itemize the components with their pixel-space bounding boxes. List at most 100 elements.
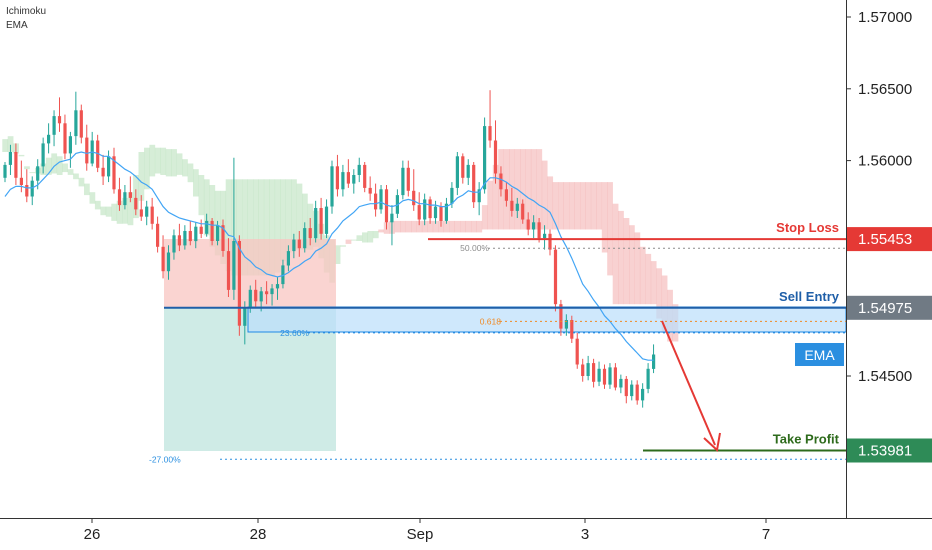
candle-body: [161, 246, 165, 272]
candle-body: [41, 143, 45, 167]
candle-body: [641, 388, 645, 401]
level-lines: Stop Loss Sell Entry Take Profit: [164, 220, 846, 452]
candle-body: [275, 284, 280, 289]
cloud-segment: [574, 182, 581, 230]
cloud-segment: [639, 246, 646, 305]
candles: [3, 90, 656, 408]
candle-body: [477, 189, 481, 203]
candle-body: [499, 173, 503, 190]
candle: [379, 185, 383, 214]
fib-label: 23.60%: [280, 328, 309, 338]
cloud-segment: [122, 197, 128, 224]
price-tag-bg: [847, 295, 932, 320]
candle: [412, 169, 416, 211]
candle: [281, 259, 285, 289]
cloud-segment: [476, 220, 483, 233]
candle: [221, 219, 225, 257]
candle: [8, 144, 12, 175]
candle-body: [8, 152, 12, 165]
cloud-segment: [269, 179, 276, 276]
candle: [488, 90, 492, 148]
candle-body: [85, 137, 89, 164]
candle: [652, 344, 656, 374]
candle: [641, 383, 645, 408]
cloud-segment: [547, 176, 554, 230]
take-profit-label: Take Profit: [773, 432, 840, 447]
cloud-segment: [193, 169, 199, 197]
candle: [499, 166, 503, 197]
candle: [41, 137, 45, 174]
candle-body: [433, 206, 438, 219]
candle-body: [352, 175, 356, 184]
candle: [417, 192, 421, 226]
candle-body: [205, 220, 209, 234]
candle-body: [286, 251, 290, 266]
time-tick-label: 26: [84, 526, 101, 543]
candle: [592, 358, 596, 388]
entry-zone: [247, 306, 847, 333]
candle: [455, 152, 459, 196]
candle-body: [292, 239, 296, 252]
candle-body: [19, 177, 23, 185]
candle: [532, 215, 536, 239]
candle: [232, 157, 236, 300]
cloud-segment: [280, 179, 286, 262]
take-profit-price-tag: 1.53981: [847, 438, 932, 463]
price-tags: 1.55453 1.54975 1.53981 EMA: [795, 227, 932, 463]
candle-body: [221, 225, 225, 251]
indicator-ema-title: EMA: [6, 20, 28, 31]
candle-body: [592, 363, 596, 382]
cloud-segment: [236, 179, 243, 276]
cloud-segment: [634, 232, 641, 305]
candle-body: [199, 226, 203, 234]
candle-body: [194, 226, 198, 242]
candle: [270, 284, 274, 306]
cloud-segment: [460, 220, 466, 233]
cloud-segment: [62, 163, 68, 173]
candle: [199, 219, 203, 239]
candle-body: [417, 205, 421, 220]
candle-body: [259, 291, 263, 302]
indicator-ichimoku-title: Ichimoku: [6, 6, 47, 17]
cloud-segment: [372, 231, 379, 239]
cloud-segment: [340, 245, 346, 247]
candle: [330, 160, 334, 214]
candle: [570, 315, 574, 343]
candle-body: [390, 213, 394, 223]
cloud-segment: [2, 139, 9, 152]
candle: [553, 245, 558, 312]
candle: [47, 123, 51, 154]
cloud-segment: [160, 147, 167, 175]
candle: [68, 131, 72, 168]
cloud-segment: [67, 169, 74, 175]
candle-body: [303, 228, 307, 249]
candle: [543, 225, 547, 250]
candle: [128, 176, 132, 203]
candle: [423, 193, 427, 226]
cloud-segment: [449, 220, 455, 233]
cloud-segment: [601, 182, 608, 253]
candle-body: [461, 156, 465, 178]
price-tick-label: 1.56500: [858, 81, 912, 98]
candle-body: [630, 384, 634, 397]
candle-body: [635, 384, 639, 401]
cloud-segment: [138, 152, 145, 201]
candle: [374, 183, 378, 217]
candle: [226, 238, 231, 297]
candle: [526, 212, 530, 236]
candle: [145, 200, 149, 226]
candle: [346, 159, 350, 188]
candle: [275, 276, 280, 300]
candle: [444, 197, 448, 224]
candle-body: [581, 364, 585, 376]
cloud-segment: [291, 179, 297, 250]
sell-entry-label: Sell Entry: [779, 289, 840, 304]
cloud-segment: [7, 136, 14, 152]
candle: [254, 279, 258, 308]
candle-body: [14, 152, 18, 178]
candle-body: [401, 167, 405, 196]
candle-body: [297, 239, 301, 249]
candle-body: [172, 235, 176, 253]
candle-body: [597, 368, 601, 382]
